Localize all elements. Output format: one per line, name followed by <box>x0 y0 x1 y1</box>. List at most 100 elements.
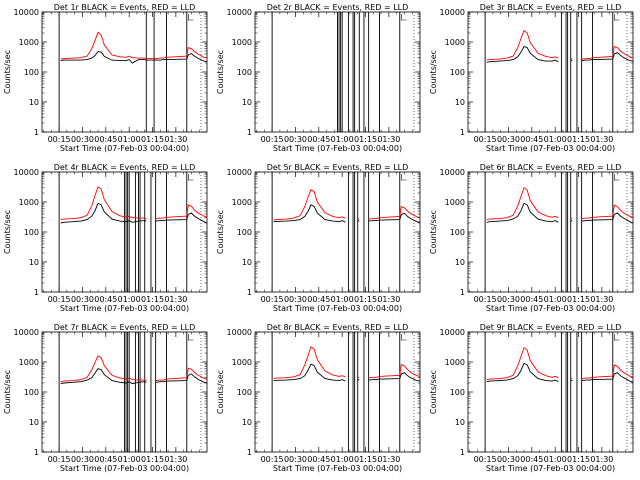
x-tick-label: 00:45 <box>307 295 330 304</box>
series-lld-line <box>486 346 634 381</box>
x-tick-label: 01:30 <box>590 455 613 464</box>
x-tick-label: 01:00 <box>544 135 567 144</box>
gap-bracket-mark <box>401 14 407 21</box>
x-tick-label: 01:30 <box>164 455 187 464</box>
x-tick-label: 01:15 <box>354 135 377 144</box>
y-tick-label: 100 <box>237 68 252 77</box>
detector-panel: 1 10 100 1000 10000 00:15 00:30 00:45 01:00 01:15… <box>429 3 634 153</box>
y-tick-label: 100 <box>237 388 252 397</box>
y-tick-label: 10 <box>455 418 465 427</box>
x-tick-label: 00:15 <box>48 135 71 144</box>
series-lld-line <box>486 29 634 61</box>
y-tick-label: 10 <box>242 258 252 267</box>
series-lld-line <box>486 186 634 221</box>
y-axis-label: Counts/sec <box>3 210 12 254</box>
plot-frame <box>467 331 634 453</box>
panel-title: Det 4r BLACK = Events, RED = LLD <box>54 163 196 172</box>
plot-frame <box>467 171 634 293</box>
series-lld-line <box>60 31 208 60</box>
y-tick-label: 1000 <box>445 198 465 207</box>
x-axis-label: Start Time (07-Feb-03 00:04:00) <box>60 304 189 313</box>
gap-bracket-mark <box>614 174 620 181</box>
x-tick-label: 00:45 <box>307 135 330 144</box>
y-tick-label: 10 <box>455 258 465 267</box>
x-tick-label: 00:15 <box>261 295 284 304</box>
x-tick-label: 01:30 <box>377 295 400 304</box>
x-axis-label: Start Time (07-Feb-03 00:04:00) <box>273 464 402 473</box>
y-tick-label: 1 <box>34 448 39 457</box>
y-axis-label: Counts/sec <box>429 50 438 94</box>
series-events-line <box>486 362 634 383</box>
gap-bracket-mark <box>401 174 407 181</box>
y-axis-label: Counts/sec <box>3 50 12 94</box>
panel-title: Det 3r BLACK = Events, RED = LLD <box>480 3 622 12</box>
x-tick-label: 01:15 <box>567 135 590 144</box>
panel-title: Det 8r BLACK = Events, RED = LLD <box>267 323 409 332</box>
y-tick-label: 1000 <box>445 38 465 47</box>
y-tick-label: 10000 <box>14 328 39 337</box>
y-axis-label: Counts/sec <box>429 210 438 254</box>
x-tick-label: 01:15 <box>567 455 590 464</box>
y-tick-label: 1000 <box>232 38 252 47</box>
series-events-line <box>60 202 208 224</box>
y-tick-label: 1 <box>34 288 39 297</box>
series-lld-line <box>273 188 421 221</box>
y-tick-label: 10000 <box>14 8 39 17</box>
gap-bracket-mark <box>614 14 620 21</box>
x-axis-label: Start Time (07-Feb-03 00:04:00) <box>60 464 189 473</box>
panel-title: Det 5r BLACK = Events, RED = LLD <box>267 163 409 172</box>
y-tick-label: 10 <box>29 98 39 107</box>
y-tick-label: 1 <box>34 128 39 137</box>
x-tick-label: 01:00 <box>544 295 567 304</box>
y-tick-label: 1 <box>247 448 252 457</box>
panel-title: Det 7r BLACK = Events, RED = LLD <box>54 323 196 332</box>
x-tick-label: 00:15 <box>474 455 497 464</box>
x-tick-label: 01:15 <box>141 295 164 304</box>
gap-bracket-mark <box>614 334 620 341</box>
y-tick-label: 1000 <box>445 358 465 367</box>
x-tick-label: 00:45 <box>94 135 117 144</box>
x-tick-label: 01:00 <box>118 295 141 304</box>
y-tick-label: 10 <box>242 418 252 427</box>
y-tick-label: 10 <box>29 418 39 427</box>
x-tick-label: 01:15 <box>354 455 377 464</box>
gap-bracket-mark <box>188 334 194 341</box>
x-tick-label: 01:30 <box>590 135 613 144</box>
y-tick-label: 1 <box>460 288 465 297</box>
y-axis-label: Counts/sec <box>216 50 225 94</box>
x-tick-label: 01:30 <box>164 135 187 144</box>
x-tick-label: 01:00 <box>331 295 354 304</box>
y-axis-label: Counts/sec <box>216 210 225 254</box>
y-tick-label: 10 <box>242 98 252 107</box>
x-axis-label: Start Time (07-Feb-03 00:04:00) <box>486 304 615 313</box>
panel-title: Det 1r BLACK = Events, RED = LLD <box>54 3 196 12</box>
x-tick-label: 01:00 <box>118 455 141 464</box>
x-axis-label: Start Time (07-Feb-03 00:04:00) <box>273 144 402 153</box>
series-lld-line <box>60 355 208 383</box>
x-tick-label: 00:30 <box>497 455 520 464</box>
y-tick-label: 100 <box>24 228 39 237</box>
x-tick-label: 00:30 <box>497 295 520 304</box>
y-tick-label: 1 <box>460 448 465 457</box>
gap-bracket-mark <box>401 334 407 341</box>
y-tick-label: 1000 <box>232 358 252 367</box>
x-axis-label: Start Time (07-Feb-03 00:04:00) <box>60 144 189 153</box>
x-tick-label: 00:30 <box>71 295 94 304</box>
x-tick-label: 01:00 <box>331 455 354 464</box>
detector-panel: 1 10 100 1000 10000 00:15 00:30 00:45 01:00 01:15… <box>429 323 634 473</box>
y-axis-label: Counts/sec <box>429 370 438 414</box>
x-axis-label: Start Time (07-Feb-03 00:04:00) <box>486 464 615 473</box>
x-tick-label: 00:45 <box>520 295 543 304</box>
panel-title: Det 2r BLACK = Events, RED = LLD <box>267 3 409 12</box>
x-tick-label: 01:30 <box>377 455 400 464</box>
y-tick-label: 10000 <box>440 168 465 177</box>
x-tick-label: 01:00 <box>331 135 354 144</box>
series-events-line <box>60 368 208 385</box>
x-tick-label: 01:15 <box>141 135 164 144</box>
plot-frame <box>254 331 421 453</box>
x-tick-label: 01:15 <box>567 295 590 304</box>
x-tick-label: 00:45 <box>520 135 543 144</box>
detector-panel: 1 10 100 1000 10000 00:15 00:30 00:45 01:00 01:15… <box>216 3 421 153</box>
x-axis-label: Start Time (07-Feb-03 00:04:00) <box>273 304 402 313</box>
